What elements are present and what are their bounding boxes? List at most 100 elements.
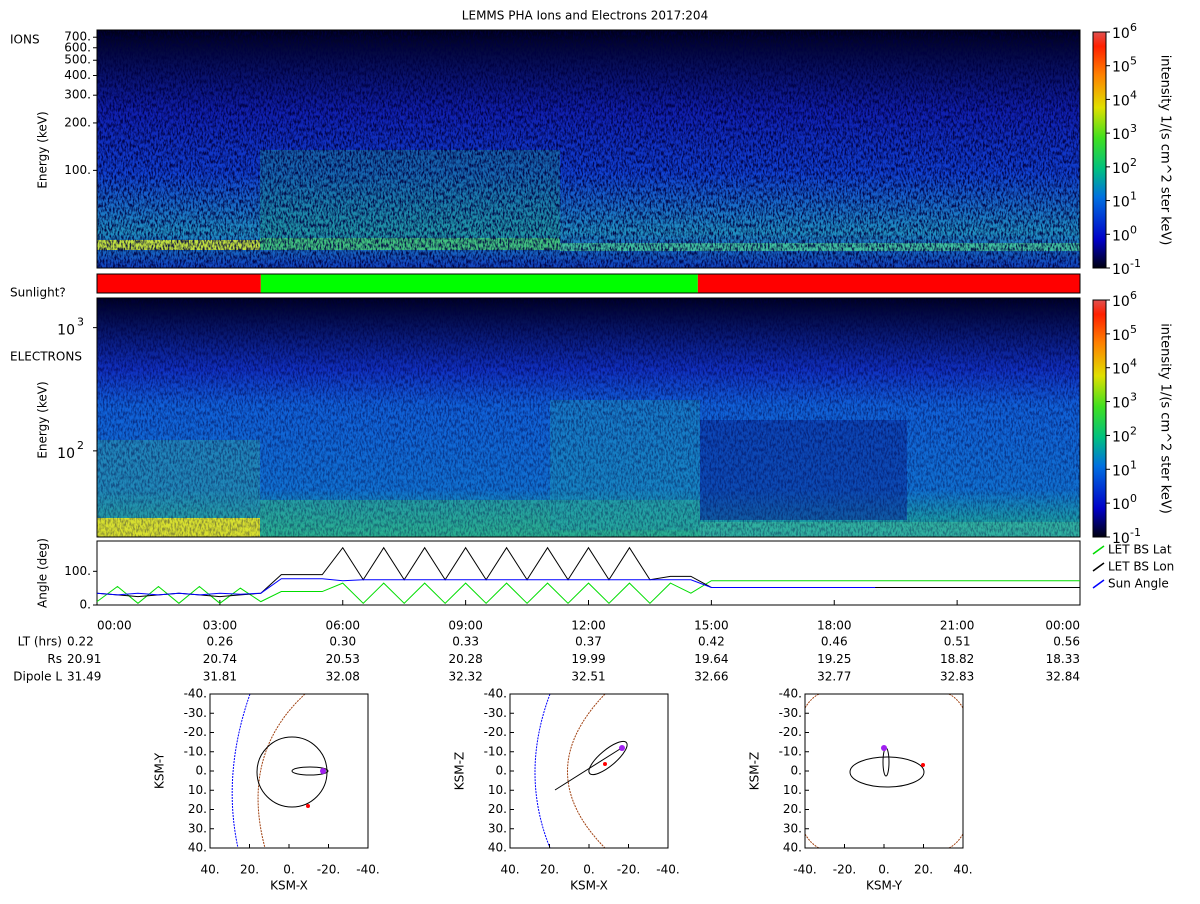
colorbar-exponent: 5 bbox=[1130, 55, 1137, 68]
y-tick-label: -10. bbox=[184, 744, 207, 758]
ephemeris-value: 20.53 bbox=[326, 652, 360, 666]
position-dot bbox=[603, 762, 607, 766]
colorbar-exponent: 6 bbox=[1130, 21, 1137, 34]
electron-frame bbox=[96, 297, 1081, 538]
ephemeris-value: 19.99 bbox=[571, 652, 605, 666]
colorbar-base: 10 bbox=[1112, 429, 1130, 445]
x-tick-label: 00:00 bbox=[1045, 619, 1080, 633]
y-axis-label: Energy (keV) bbox=[36, 381, 50, 458]
x-axis-label: KSM-X bbox=[570, 879, 608, 893]
y-tick-label: -10. bbox=[484, 744, 507, 758]
x-tick-label: -40. bbox=[656, 863, 679, 877]
bow-shock bbox=[804, 693, 964, 849]
angle-line bbox=[96, 578, 876, 596]
magnetopause bbox=[534, 693, 551, 849]
ephemeris-value: 0.51 bbox=[944, 635, 971, 649]
colorbar bbox=[1092, 299, 1107, 538]
y-tick-exponent: 3 bbox=[77, 316, 84, 329]
y-tick-label: 600. bbox=[64, 40, 91, 54]
position-dot bbox=[921, 763, 925, 767]
ephemeris-value: 32.66 bbox=[694, 670, 728, 684]
orbit-track bbox=[882, 747, 890, 777]
x-tick-label: -20. bbox=[317, 863, 340, 877]
y-tick-label: 0. bbox=[496, 764, 507, 778]
x-tick-label: 40. bbox=[200, 863, 219, 877]
y-tick-label: 20. bbox=[783, 802, 802, 816]
x-axis-label: KSM-Y bbox=[866, 879, 903, 893]
colorbar-base: 10 bbox=[1112, 195, 1130, 211]
figure-title: LEMMS PHA Ions and Electrons 2017:204 bbox=[462, 9, 708, 23]
y-tick-label: -30. bbox=[779, 706, 802, 720]
orbit-track bbox=[849, 756, 925, 788]
ephemeris-label: Rs bbox=[47, 652, 62, 666]
colorbar-base: 10 bbox=[1112, 362, 1130, 378]
ephemeris-label: Dipole L bbox=[13, 670, 62, 684]
x-tick-label: -20. bbox=[833, 863, 856, 877]
panel-label: Sunlight? bbox=[10, 286, 66, 300]
colorbar-exponent: 1 bbox=[1130, 190, 1137, 203]
colorbar-exponent: -1 bbox=[1130, 257, 1141, 270]
ephemeris-value: 32.83 bbox=[940, 670, 974, 684]
colorbar-exponent: 3 bbox=[1130, 122, 1137, 135]
colorbar-base: 10 bbox=[1112, 93, 1130, 109]
ephemeris-value: 0.42 bbox=[698, 635, 725, 649]
y-tick-label: 0. bbox=[791, 764, 802, 778]
colorbar-exponent: 2 bbox=[1130, 156, 1137, 169]
x-tick-label: 21:00 bbox=[940, 619, 975, 633]
x-tick-label: -40. bbox=[356, 863, 379, 877]
y-tick-label: 10. bbox=[783, 783, 802, 797]
colorbar-exponent: 6 bbox=[1130, 289, 1137, 302]
ephemeris-value: 31.81 bbox=[203, 670, 237, 684]
x-tick-label: 20. bbox=[914, 863, 933, 877]
x-tick-label: 00:00 bbox=[97, 619, 132, 633]
ephemeris-value: 0.37 bbox=[575, 635, 602, 649]
y-tick-label: 200. bbox=[64, 115, 91, 129]
colorbar-exponent: 1 bbox=[1130, 458, 1137, 471]
y-axis-label: KSM-Z bbox=[453, 752, 467, 790]
colorbar-label: intensity 1/(s cm^2 ster keV) bbox=[1158, 55, 1173, 246]
sunlight-frame bbox=[96, 273, 1081, 294]
y-tick-label: -30. bbox=[184, 706, 207, 720]
y-tick-exponent: 2 bbox=[77, 439, 84, 452]
y-axis-label: Energy (keV) bbox=[36, 111, 50, 188]
y-tick-label: 40. bbox=[188, 841, 207, 855]
orbit-plot: 40. 20. 0. -20. -40. -40. -30. -20. -10. 0. 10. 20.… bbox=[453, 687, 680, 893]
y-tick-label: 40. bbox=[783, 841, 802, 855]
y-tick-label: 20. bbox=[488, 802, 507, 816]
y-tick-label: -40. bbox=[779, 687, 802, 701]
y-tick-label: -20. bbox=[779, 725, 802, 739]
x-tick-label: 0. bbox=[878, 863, 889, 877]
y-tick-base: 10 bbox=[57, 446, 75, 462]
x-tick-label: 40. bbox=[500, 863, 519, 877]
legend-label: LET BS Lon bbox=[1108, 560, 1174, 574]
colorbar-exponent: 4 bbox=[1130, 357, 1137, 370]
y-tick-label: -20. bbox=[184, 725, 207, 739]
ephemeris-value: 18.33 bbox=[1046, 652, 1080, 666]
legend-label: Sun Angle bbox=[1108, 577, 1169, 591]
y-tick-label: 30. bbox=[488, 821, 507, 835]
sunlight-segment bbox=[97, 274, 261, 293]
spacecraft bbox=[619, 745, 625, 751]
bow-shock bbox=[257, 693, 306, 849]
ephemeris-value: 0.26 bbox=[207, 635, 234, 649]
y-tick-label: 700. bbox=[64, 30, 91, 44]
y-tick-label: 100. bbox=[64, 564, 91, 578]
ephemeris-value: 32.84 bbox=[1046, 670, 1080, 684]
orbit-plot: -40. -20. 0. 20. 40. -40. -30. -20. -10. 0. 10. 20.… bbox=[748, 687, 973, 893]
orbit-track bbox=[291, 766, 329, 776]
y-axis-label: Angle (deg) bbox=[36, 538, 50, 608]
colorbar-exponent: 3 bbox=[1130, 391, 1137, 404]
panel-label: ELECTRONS bbox=[10, 350, 82, 364]
colorbar-exponent: 4 bbox=[1130, 88, 1137, 101]
position-dot bbox=[306, 804, 310, 808]
ephemeris-value: 18.82 bbox=[940, 652, 974, 666]
y-axis-label: KSM-Z bbox=[748, 752, 762, 790]
x-axis-label: KSM-X bbox=[270, 879, 308, 893]
x-tick-label: 12:00 bbox=[571, 619, 606, 633]
x-tick-label: 20. bbox=[240, 863, 259, 877]
panel-label: IONS bbox=[10, 33, 40, 47]
ion-spectrogram bbox=[97, 30, 1080, 268]
x-tick-label: 40. bbox=[953, 863, 972, 877]
x-tick-label: 03:00 bbox=[203, 619, 238, 633]
y-tick-label: 10. bbox=[488, 783, 507, 797]
